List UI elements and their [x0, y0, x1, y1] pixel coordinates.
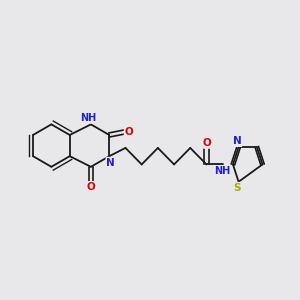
- Text: N: N: [106, 158, 115, 168]
- Text: O: O: [86, 182, 95, 192]
- Text: O: O: [202, 138, 211, 148]
- Text: NH: NH: [80, 113, 96, 123]
- Text: N: N: [233, 136, 242, 146]
- Text: NH: NH: [214, 166, 231, 176]
- Text: O: O: [124, 127, 134, 137]
- Text: S: S: [233, 183, 241, 193]
